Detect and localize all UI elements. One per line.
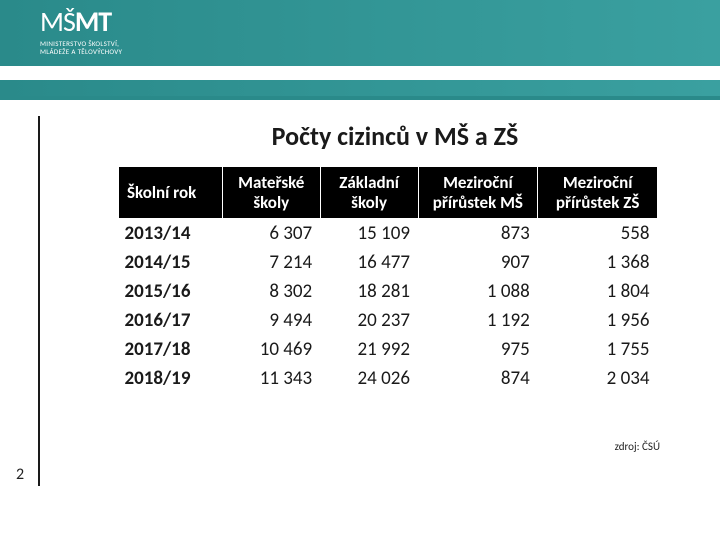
cell-zs: 15 109 (320, 219, 418, 249)
cell-year: 2014/15 (119, 248, 223, 277)
col-header-year: Školní rok (119, 167, 223, 219)
logo-sub-line2: MLÁDEŽE A TĚLOVÝCHOVY (40, 47, 122, 56)
logo-subtext: MINISTERSTVO ŠKOLSTVÍ, MLÁDEŽE A TĚLOVÝC… (40, 40, 122, 57)
slide-body: Počty cizinců v MŠ a ZŠ Školní rok Mateř… (0, 120, 720, 393)
col-header-ms: Mateřské školy (222, 167, 320, 219)
table-row: 2013/146 30715 109873558 (119, 219, 658, 249)
cell-growth-ms: 975 (418, 335, 538, 364)
table-row: 2018/1911 34324 0268742 034 (119, 364, 658, 393)
cell-ms: 11 343 (222, 364, 320, 393)
cell-growth-zs: 2 034 (538, 364, 658, 393)
header-white-stripe (0, 66, 720, 80)
cell-ms: 7 214 (222, 248, 320, 277)
cell-ms: 10 469 (222, 335, 320, 364)
cell-growth-ms: 873 (418, 219, 538, 249)
cell-year: 2016/17 (119, 306, 223, 335)
col-header-zs: Základní školy (320, 167, 418, 219)
cell-year: 2017/18 (119, 335, 223, 364)
cell-growth-zs: 1 368 (538, 248, 658, 277)
table-wrap: Školní rok Mateřské školy Základní školy… (118, 166, 658, 393)
logo-mark: MŠMT (40, 8, 122, 36)
cell-year: 2013/14 (119, 219, 223, 249)
ministry-logo: MŠMT MINISTERSTVO ŠKOLSTVÍ, MLÁDEŽE A TĚ… (40, 8, 122, 57)
cell-ms: 6 307 (222, 219, 320, 249)
cell-zs: 18 281 (320, 277, 418, 306)
table-row: 2017/1810 46921 9929751 755 (119, 335, 658, 364)
table-row: 2015/168 30218 2811 0881 804 (119, 277, 658, 306)
cell-growth-ms: 874 (418, 364, 538, 393)
cell-growth-zs: 558 (538, 219, 658, 249)
slide-title: Počty cizinců v MŠ a ZŠ (70, 120, 720, 152)
header-bar: MŠMT MINISTERSTVO ŠKOLSTVÍ, MLÁDEŽE A TĚ… (0, 0, 720, 96)
cell-zs: 21 992 (320, 335, 418, 364)
cell-growth-zs: 1 956 (538, 306, 658, 335)
table-row: 2016/179 49420 2371 1921 956 (119, 306, 658, 335)
table-row: 2014/157 21416 4779071 368 (119, 248, 658, 277)
cell-zs: 16 477 (320, 248, 418, 277)
table-header-row: Školní rok Mateřské školy Základní školy… (119, 167, 658, 219)
cell-growth-ms: 1 088 (418, 277, 538, 306)
cell-year: 2018/19 (119, 364, 223, 393)
source-label: zdroj: ČSÚ (615, 440, 660, 453)
page-number: 2 (16, 465, 24, 484)
cell-zs: 24 026 (320, 364, 418, 393)
col-header-gms: Meziroční přírůstek MŠ (418, 167, 538, 219)
cell-zs: 20 237 (320, 306, 418, 335)
cell-growth-zs: 1 804 (538, 277, 658, 306)
cell-year: 2015/16 (119, 277, 223, 306)
cell-ms: 9 494 (222, 306, 320, 335)
cell-growth-ms: 907 (418, 248, 538, 277)
cell-growth-zs: 1 755 (538, 335, 658, 364)
col-header-gzs: Meziroční přírůstek ZŠ (538, 167, 658, 219)
foreigners-table: Školní rok Mateřské školy Základní školy… (118, 166, 658, 393)
cell-growth-ms: 1 192 (418, 306, 538, 335)
cell-ms: 8 302 (222, 277, 320, 306)
